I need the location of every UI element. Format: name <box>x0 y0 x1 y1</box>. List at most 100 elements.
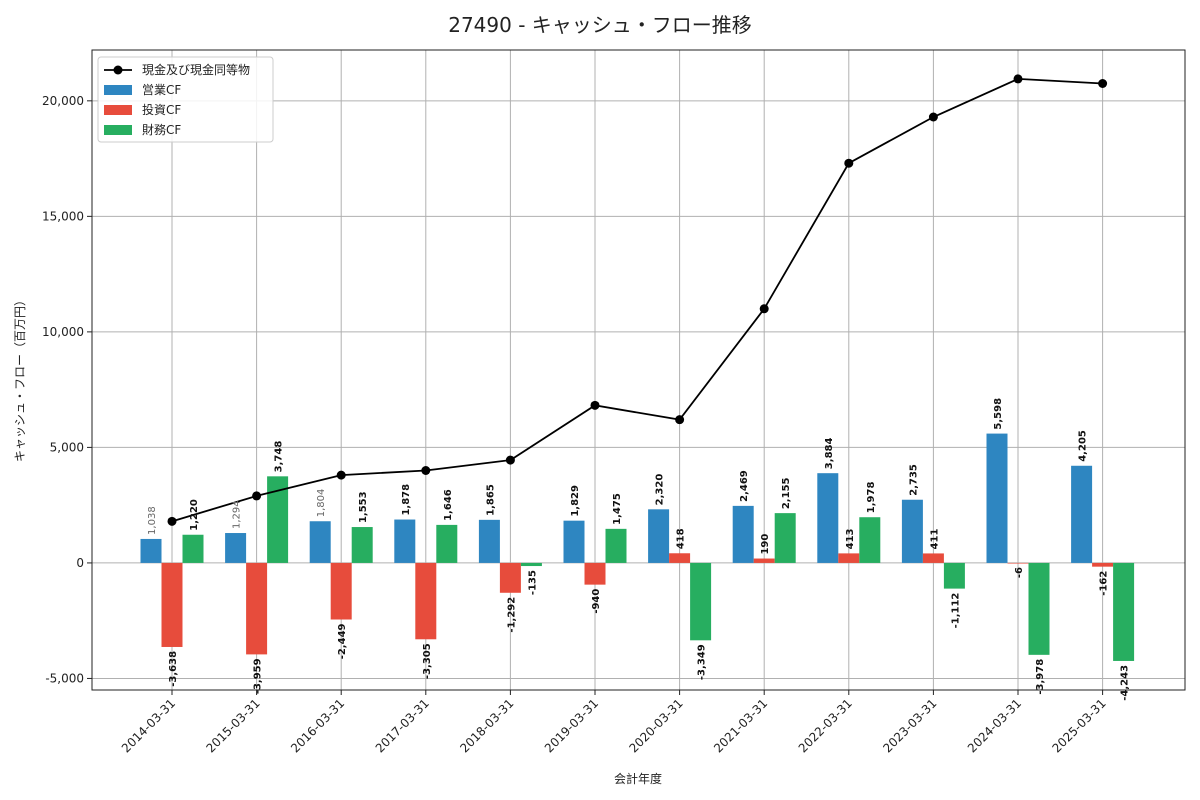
y-axis-ticks: -5,000 0 5,000 10,000 15,000 20,000 <box>42 94 92 685</box>
data-label: -2,449 <box>337 623 348 659</box>
bar-1 <box>309 521 331 563</box>
cash-balance-point <box>1098 79 1108 89</box>
bar-2 <box>161 562 183 647</box>
bar-2 <box>838 553 860 563</box>
y-tick-label: 20,000 <box>42 94 84 108</box>
x-tick-label: 2022-03-31 <box>796 696 855 755</box>
data-label: -3,638 <box>168 651 179 687</box>
bar-2 <box>669 553 691 563</box>
bar-2 <box>584 562 606 585</box>
bar-2 <box>922 553 944 563</box>
bar-3 <box>520 562 542 567</box>
data-label: -135 <box>527 570 538 595</box>
plot-frame <box>91 49 1186 691</box>
legend-swatch <box>104 105 132 115</box>
x-tick-label: 2024-03-31 <box>965 696 1024 755</box>
data-label: 2,155 <box>781 477 792 509</box>
y-tick-label: 15,000 <box>42 209 84 223</box>
bar-1 <box>478 519 500 563</box>
data-label: 1,829 <box>570 485 581 517</box>
cash-balance-line <box>171 77 1103 523</box>
legend-marker <box>113 65 123 75</box>
cash-balance-point <box>590 400 600 410</box>
legend-swatch <box>104 125 132 135</box>
bar-2 <box>1007 562 1029 564</box>
y-tick-label: 0 <box>76 556 84 570</box>
x-axis-ticks: 2014-03-31 2015-03-31 2016-03-31 2017-03-31… <box>119 690 1109 755</box>
bar-3 <box>267 476 289 563</box>
data-label: 2,320 <box>655 474 666 506</box>
cash-balance-point <box>167 516 177 526</box>
legend-swatch <box>104 85 132 95</box>
data-label: -940 <box>591 589 602 614</box>
x-tick-label: 2014-03-31 <box>119 696 178 755</box>
bar-1 <box>225 533 247 563</box>
data-label: 1,038 <box>147 506 158 535</box>
bar-2 <box>753 558 775 563</box>
x-tick-label: 2021-03-31 <box>711 696 770 755</box>
data-label: 1,646 <box>443 489 454 521</box>
bar-3 <box>436 524 458 563</box>
data-label: 1,475 <box>612 493 623 525</box>
legend-label: 営業CF <box>142 83 181 97</box>
bar-3 <box>1028 562 1050 655</box>
cash-balance-point <box>675 415 685 425</box>
bar-1 <box>563 520 585 563</box>
bar-2 <box>499 562 521 593</box>
bar-1 <box>901 499 923 563</box>
data-label: 2,735 <box>908 464 919 496</box>
x-tick-label: 2019-03-31 <box>542 696 601 755</box>
data-label: 3,884 <box>824 438 835 470</box>
data-label: -4,243 <box>1120 665 1131 701</box>
data-label: -3,349 <box>697 644 708 680</box>
cash-balance-point <box>759 304 769 314</box>
bar-3 <box>690 562 712 641</box>
data-label: -3,305 <box>422 643 433 679</box>
data-label: -1,112 <box>950 593 961 629</box>
data-label: 1,878 <box>401 484 412 516</box>
cash-balance-point <box>928 112 938 122</box>
data-label: 1,978 <box>866 482 877 514</box>
y-axis-label: キャッシュ・フロー（百万円） <box>13 294 27 462</box>
y-tick-label: 10,000 <box>42 325 84 339</box>
bar-2 <box>415 562 437 640</box>
data-label: -3,978 <box>1035 659 1046 695</box>
data-labels: 1,038 1,294 1,804 1,878 1,865 1,829 2,320 2,469… <box>147 398 1131 701</box>
bar-1 <box>817 473 839 563</box>
data-label: 1,865 <box>485 484 496 516</box>
x-axis-label: 会計年度 <box>614 771 662 786</box>
bar-3 <box>774 513 796 563</box>
legend-label: 投資CF <box>142 102 181 117</box>
bar-3 <box>943 562 965 589</box>
cash-balance-point <box>1013 74 1023 84</box>
bar-1 <box>648 509 670 563</box>
legend-label: 財務CF <box>142 122 181 137</box>
data-label: 1,804 <box>316 489 327 518</box>
data-label: 5,598 <box>993 398 1004 430</box>
bar-2 <box>330 562 352 620</box>
data-label: 4,205 <box>1078 430 1089 462</box>
data-label: -3,959 <box>253 658 264 694</box>
data-label: 1,553 <box>358 491 369 523</box>
bar-1 <box>394 519 416 563</box>
cash-balance-point <box>421 466 431 476</box>
data-label: 190 <box>760 534 771 555</box>
data-label: 1,220 <box>189 499 200 531</box>
chart-title: 27490 - キャッシュ・フロー推移 <box>448 13 752 37</box>
x-tick-label: 2025-03-31 <box>1050 696 1109 755</box>
grid-lines <box>92 50 1185 690</box>
bar-3 <box>182 534 204 563</box>
bar-1 <box>986 433 1008 563</box>
data-label: 2,469 <box>739 470 750 502</box>
bar-1 <box>1071 465 1093 563</box>
bar-3 <box>859 517 881 563</box>
x-tick-label: 2018-03-31 <box>457 696 516 755</box>
cash-balance-point <box>252 491 262 501</box>
y-tick-label: -5,000 <box>45 671 84 685</box>
data-label: 1,294 <box>232 500 243 529</box>
data-label: 3,748 <box>274 441 285 473</box>
data-label: -6 <box>1014 567 1025 578</box>
data-label: 411 <box>929 529 940 550</box>
y-tick-label: 5,000 <box>50 440 84 454</box>
cash-balance-point <box>844 158 854 168</box>
